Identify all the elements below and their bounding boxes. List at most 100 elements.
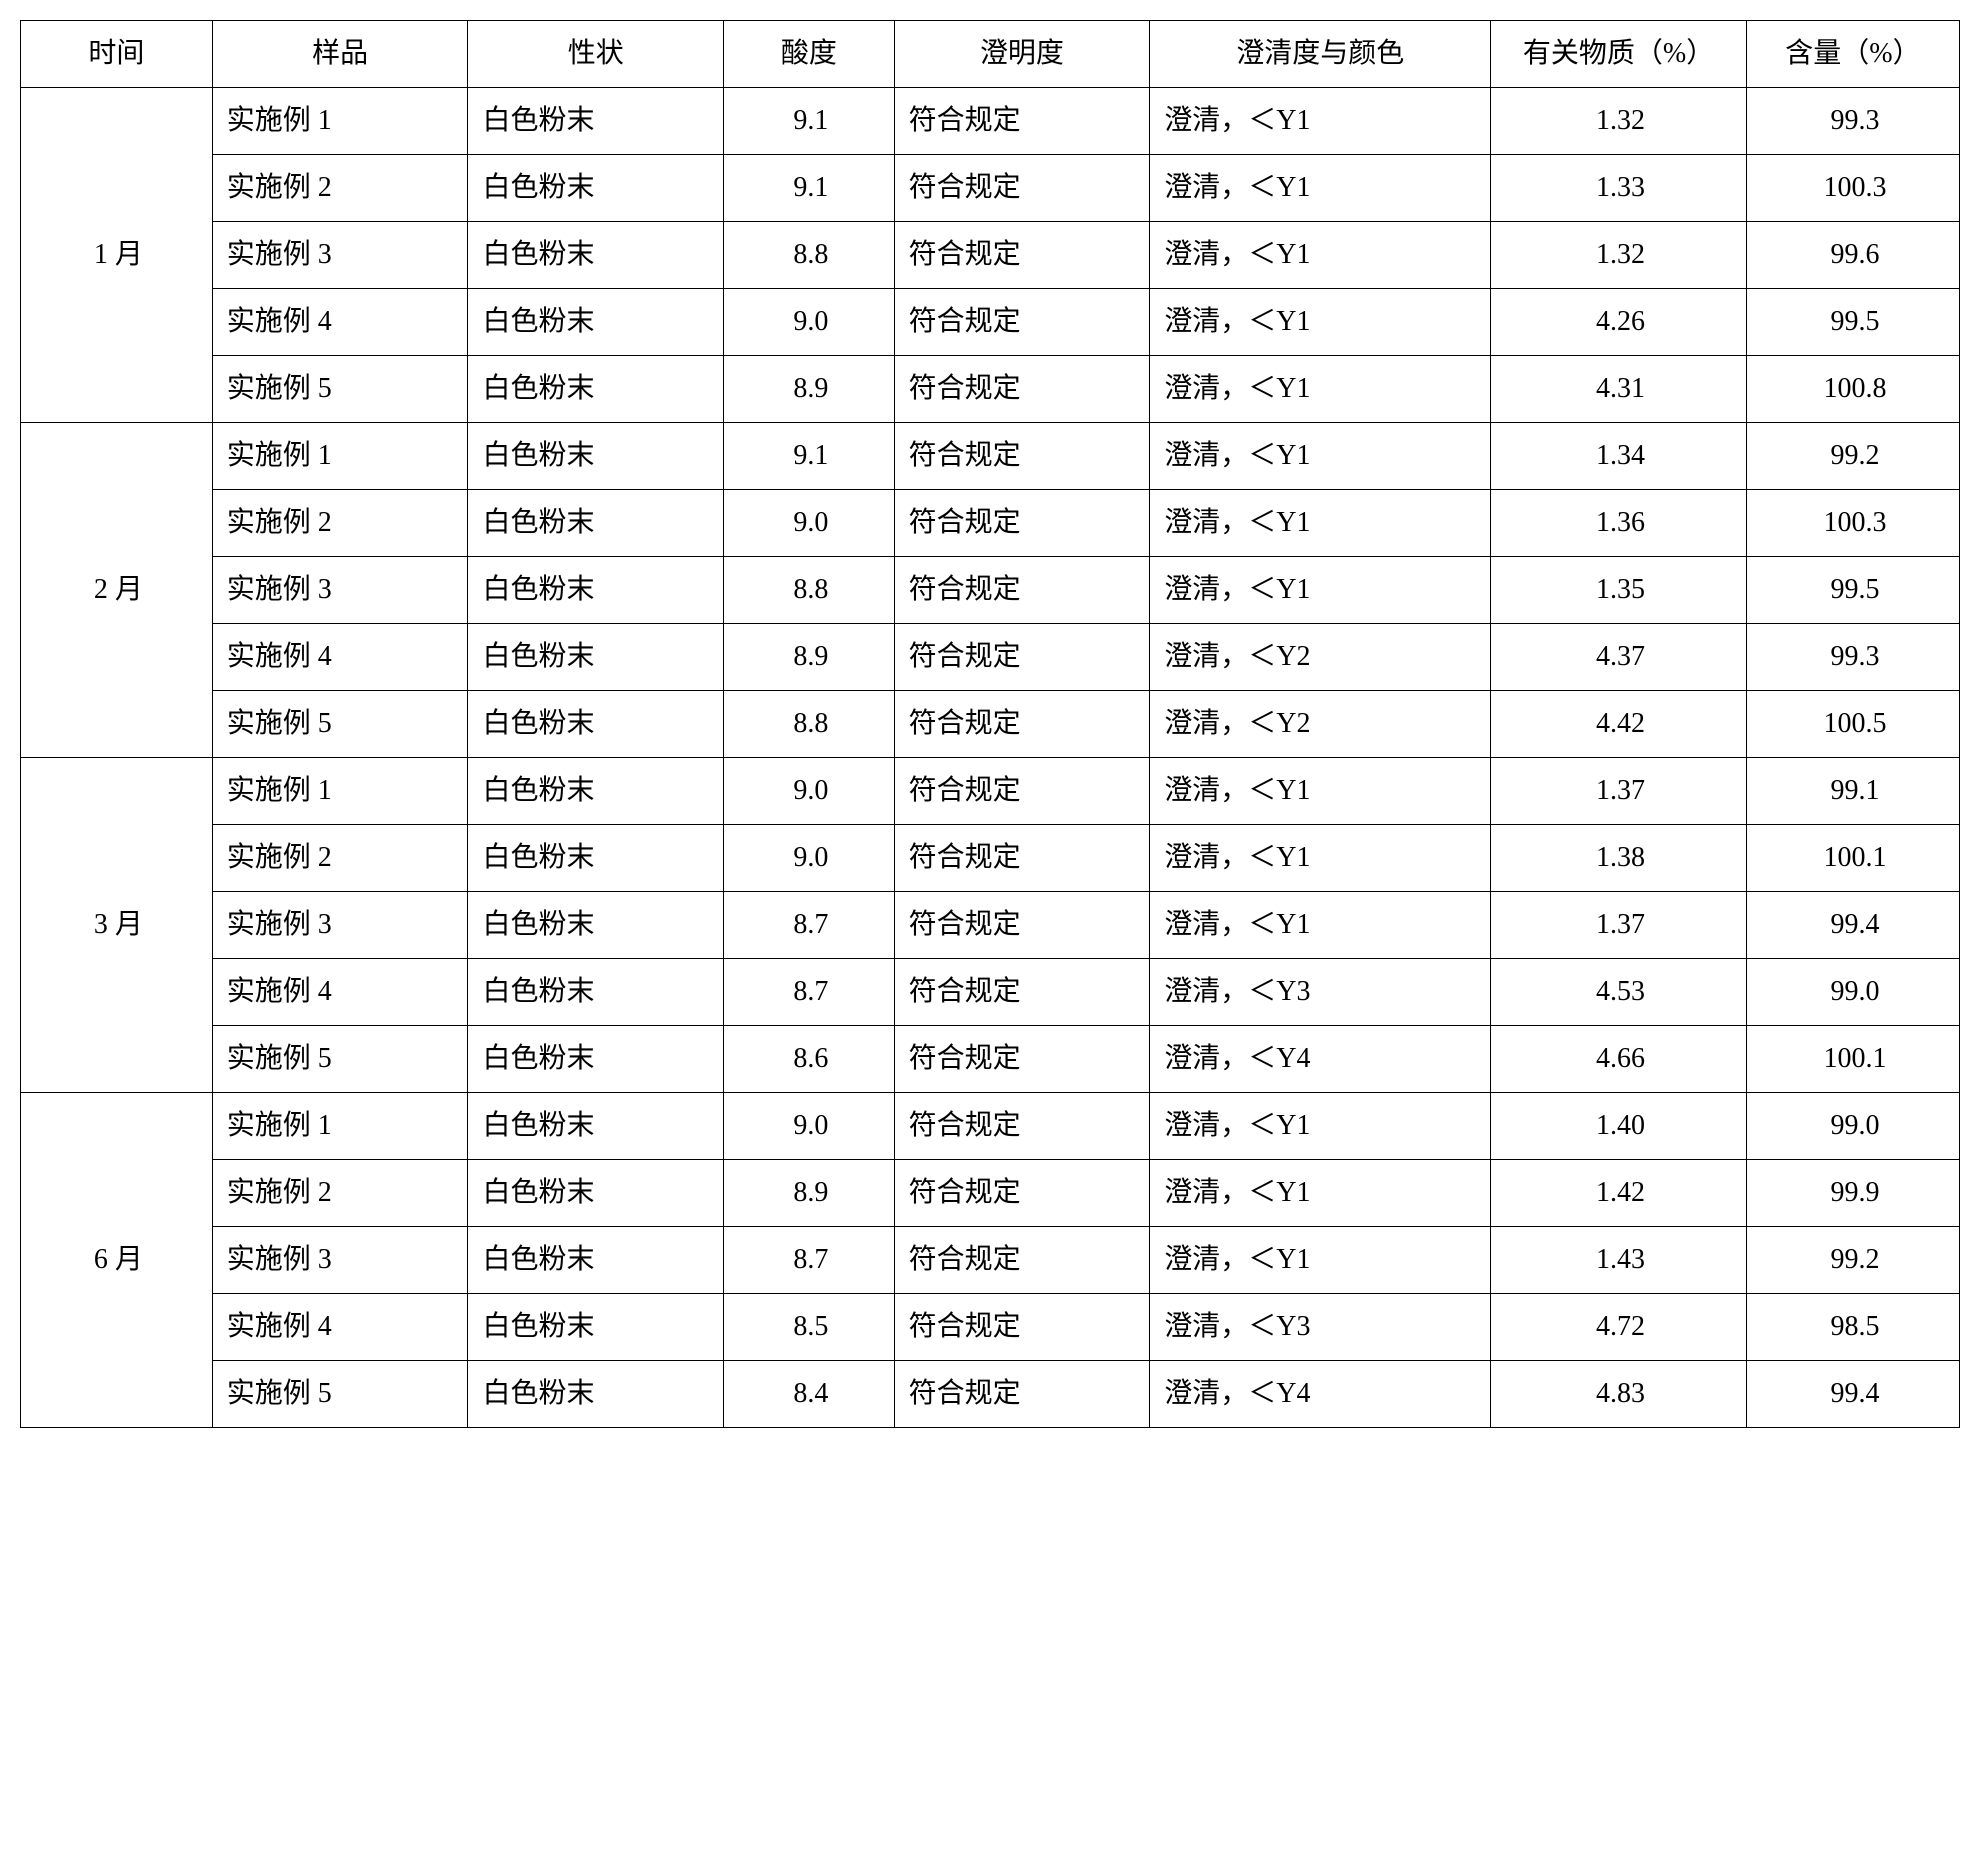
cell-acidity: 8.9 <box>724 356 894 423</box>
cell-appearance: 白色粉末 <box>468 557 724 624</box>
cell-content: 99.2 <box>1746 1227 1959 1294</box>
cell-content: 99.4 <box>1746 1361 1959 1428</box>
cell-acidity: 9.0 <box>724 490 894 557</box>
table-row: 实施例 5白色粉末8.8符合规定澄清，＜Y24.42100.5 <box>21 691 1960 758</box>
cell-appearance: 白色粉末 <box>468 222 724 289</box>
cell-clarity_color: 澄清，＜Y1 <box>1150 825 1491 892</box>
cell-appearance: 白色粉末 <box>468 1361 724 1428</box>
cell-sample: 实施例 5 <box>212 356 468 423</box>
cell-acidity: 9.1 <box>724 155 894 222</box>
cell-clarity: 符合规定 <box>894 825 1150 892</box>
cell-related: 1.34 <box>1491 423 1747 490</box>
cell-clarity: 符合规定 <box>894 222 1150 289</box>
table-row: 6 月实施例 1白色粉末9.0符合规定澄清，＜Y11.4099.0 <box>21 1093 1960 1160</box>
cell-clarity: 符合规定 <box>894 423 1150 490</box>
cell-clarity_color: 澄清，＜Y3 <box>1150 959 1491 1026</box>
table-row: 实施例 2白色粉末9.0符合规定澄清，＜Y11.38100.1 <box>21 825 1960 892</box>
header-content: 含量（%） <box>1746 21 1959 88</box>
cell-acidity: 8.7 <box>724 959 894 1026</box>
cell-content: 100.3 <box>1746 490 1959 557</box>
table-row: 实施例 3白色粉末8.8符合规定澄清，＜Y11.3299.6 <box>21 222 1960 289</box>
header-appearance: 性状 <box>468 21 724 88</box>
cell-sample: 实施例 1 <box>212 88 468 155</box>
cell-sample: 实施例 1 <box>212 423 468 490</box>
cell-content: 99.0 <box>1746 1093 1959 1160</box>
cell-clarity: 符合规定 <box>894 1026 1150 1093</box>
cell-clarity: 符合规定 <box>894 557 1150 624</box>
cell-clarity_color: 澄清，＜Y1 <box>1150 423 1491 490</box>
cell-clarity_color: 澄清，＜Y4 <box>1150 1026 1491 1093</box>
cell-clarity: 符合规定 <box>894 490 1150 557</box>
cell-related: 1.43 <box>1491 1227 1747 1294</box>
cell-content: 100.8 <box>1746 356 1959 423</box>
cell-content: 99.5 <box>1746 557 1959 624</box>
cell-acidity: 8.4 <box>724 1361 894 1428</box>
header-acidity: 酸度 <box>724 21 894 88</box>
cell-content: 99.3 <box>1746 88 1959 155</box>
header-clarity-color: 澄清度与颜色 <box>1150 21 1491 88</box>
cell-sample: 实施例 3 <box>212 1227 468 1294</box>
cell-clarity: 符合规定 <box>894 1361 1150 1428</box>
cell-clarity_color: 澄清，＜Y1 <box>1150 557 1491 624</box>
cell-related: 4.72 <box>1491 1294 1747 1361</box>
cell-acidity: 9.0 <box>724 825 894 892</box>
cell-acidity: 8.7 <box>724 892 894 959</box>
cell-appearance: 白色粉末 <box>468 155 724 222</box>
cell-sample: 实施例 5 <box>212 691 468 758</box>
cell-clarity_color: 澄清，＜Y1 <box>1150 289 1491 356</box>
cell-clarity_color: 澄清，＜Y1 <box>1150 356 1491 423</box>
cell-related: 1.37 <box>1491 758 1747 825</box>
cell-related: 1.38 <box>1491 825 1747 892</box>
cell-clarity: 符合规定 <box>894 1227 1150 1294</box>
cell-clarity_color: 澄清，＜Y1 <box>1150 222 1491 289</box>
cell-clarity_color: 澄清，＜Y1 <box>1150 1160 1491 1227</box>
header-clarity: 澄明度 <box>894 21 1150 88</box>
cell-appearance: 白色粉末 <box>468 423 724 490</box>
cell-acidity: 8.9 <box>724 1160 894 1227</box>
cell-content: 99.9 <box>1746 1160 1959 1227</box>
cell-clarity: 符合规定 <box>894 88 1150 155</box>
cell-appearance: 白色粉末 <box>468 1227 724 1294</box>
cell-clarity: 符合规定 <box>894 892 1150 959</box>
cell-sample: 实施例 3 <box>212 892 468 959</box>
cell-acidity: 8.5 <box>724 1294 894 1361</box>
cell-clarity: 符合规定 <box>894 356 1150 423</box>
cell-related: 1.32 <box>1491 222 1747 289</box>
cell-sample: 实施例 2 <box>212 155 468 222</box>
cell-related: 1.32 <box>1491 88 1747 155</box>
table-row: 实施例 5白色粉末8.4符合规定澄清，＜Y44.8399.4 <box>21 1361 1960 1428</box>
cell-clarity: 符合规定 <box>894 691 1150 758</box>
cell-clarity_color: 澄清，＜Y2 <box>1150 624 1491 691</box>
cell-appearance: 白色粉末 <box>468 1294 724 1361</box>
cell-related: 1.37 <box>1491 892 1747 959</box>
cell-sample: 实施例 4 <box>212 959 468 1026</box>
cell-content: 99.6 <box>1746 222 1959 289</box>
cell-appearance: 白色粉末 <box>468 88 724 155</box>
table-row: 2 月实施例 1白色粉末9.1符合规定澄清，＜Y11.3499.2 <box>21 423 1960 490</box>
cell-acidity: 9.1 <box>724 423 894 490</box>
cell-content: 99.3 <box>1746 624 1959 691</box>
table-row: 实施例 5白色粉末8.6符合规定澄清，＜Y44.66100.1 <box>21 1026 1960 1093</box>
cell-content: 99.1 <box>1746 758 1959 825</box>
cell-sample: 实施例 2 <box>212 490 468 557</box>
cell-related: 1.40 <box>1491 1093 1747 1160</box>
cell-related: 1.35 <box>1491 557 1747 624</box>
header-time: 时间 <box>21 21 213 88</box>
cell-clarity_color: 澄清，＜Y1 <box>1150 155 1491 222</box>
cell-clarity: 符合规定 <box>894 289 1150 356</box>
cell-content: 98.5 <box>1746 1294 1959 1361</box>
cell-sample: 实施例 3 <box>212 557 468 624</box>
cell-clarity: 符合规定 <box>894 1160 1150 1227</box>
cell-content: 100.1 <box>1746 825 1959 892</box>
table-row: 实施例 2白色粉末8.9符合规定澄清，＜Y11.4299.9 <box>21 1160 1960 1227</box>
cell-clarity_color: 澄清，＜Y1 <box>1150 490 1491 557</box>
table-row: 实施例 4白色粉末9.0符合规定澄清，＜Y14.2699.5 <box>21 289 1960 356</box>
cell-content: 100.1 <box>1746 1026 1959 1093</box>
cell-appearance: 白色粉末 <box>468 289 724 356</box>
cell-sample: 实施例 2 <box>212 1160 468 1227</box>
cell-acidity: 8.8 <box>724 691 894 758</box>
cell-clarity: 符合规定 <box>894 155 1150 222</box>
table-row: 实施例 3白色粉末8.7符合规定澄清，＜Y11.3799.4 <box>21 892 1960 959</box>
cell-acidity: 8.8 <box>724 557 894 624</box>
table-row: 实施例 5白色粉末8.9符合规定澄清，＜Y14.31100.8 <box>21 356 1960 423</box>
